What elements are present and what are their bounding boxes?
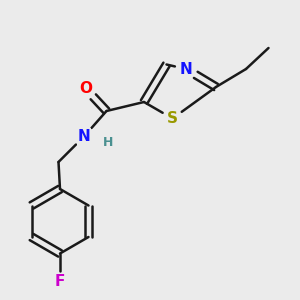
Text: N: N	[78, 129, 90, 144]
Text: H: H	[103, 136, 113, 149]
Text: F: F	[55, 274, 65, 290]
Text: N: N	[180, 61, 192, 76]
Text: O: O	[79, 81, 92, 96]
Text: S: S	[167, 111, 178, 126]
